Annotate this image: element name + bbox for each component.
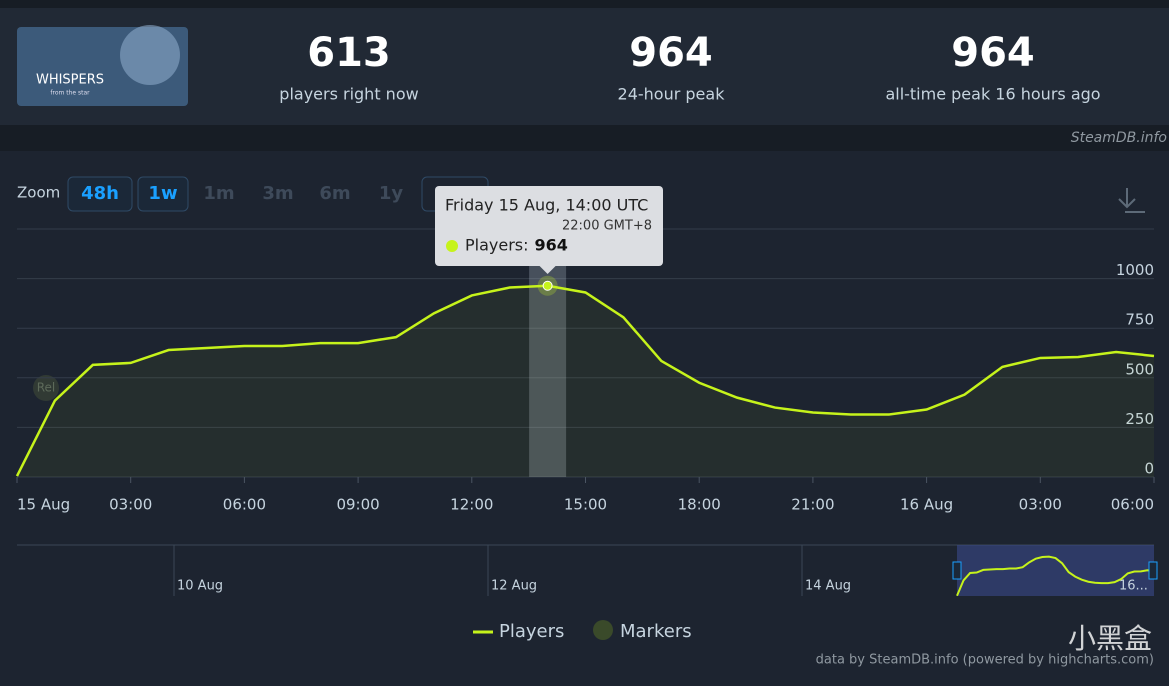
nav-line (956, 555, 1155, 597)
zoom-button[interactable]: 48h (81, 183, 119, 204)
tooltip-box (435, 186, 663, 266)
thumb-art (120, 25, 180, 85)
tooltip-dot (446, 240, 458, 252)
stat-value: 964 (951, 30, 1035, 76)
stat-label: 24-hour peak (618, 85, 726, 104)
zoom-button-bg[interactable] (137, 176, 189, 212)
zoom-button[interactable]: 1m (203, 183, 234, 204)
hover-point (542, 280, 553, 291)
zoom-button[interactable]: 1y (379, 183, 404, 204)
stat-label: players right now (279, 85, 418, 104)
nav-window (957, 545, 1154, 596)
nav-label: 12 Aug (491, 579, 537, 594)
stats-panel (0, 8, 1169, 125)
nav-handle[interactable] (1148, 561, 1158, 580)
zoom-button[interactable]: 3m (262, 183, 293, 204)
game-subtitle: from the star (50, 90, 90, 97)
x-tick-label: 16 Aug (900, 496, 953, 514)
x-tick-label: 03:00 (109, 496, 152, 514)
nav-label: 14 Aug (805, 579, 851, 594)
navigator: 10 Aug 12 Aug 14 Aug 16... (17, 544, 1158, 597)
stat-value: 964 (629, 30, 713, 76)
x-tick-label: 09:00 (336, 496, 379, 514)
y-tick-label: 1000 (1116, 261, 1154, 279)
area (17, 285, 1154, 477)
x-tick-label: 06:00 (1111, 496, 1154, 514)
tooltip-subtitle: 22:00 GMT+8 (562, 219, 652, 234)
marker-badge: Rel (37, 381, 56, 395)
legend: Players Markers (473, 620, 692, 642)
x-tick-label: 15:00 (564, 496, 607, 514)
stat-label: all-time peak 16 hours ago (885, 85, 1100, 104)
tooltip-value: 964 (535, 236, 568, 255)
y-tick-label: 250 (1125, 410, 1154, 428)
x-tick-label: 12:00 (450, 496, 493, 514)
game-title: WHISPERS (36, 73, 104, 88)
credits[interactable]: data by SteamDB.info (powered by highcha… (816, 653, 1154, 668)
stat-value: 613 (307, 30, 391, 76)
zoom-button[interactable]: 6m (319, 183, 350, 204)
nav-label: 16... (1119, 579, 1148, 594)
x-tick-label: 15 Aug (17, 496, 70, 514)
download-icon[interactable] (1118, 188, 1145, 213)
watermark: 小黑盒 (1068, 622, 1152, 655)
y-tick-label: 750 (1125, 311, 1154, 329)
x-tick-label: 18:00 (678, 496, 721, 514)
nav-label: 10 Aug (177, 579, 223, 594)
tooltip-arrow (539, 266, 556, 274)
y-tick-label: 0 (1144, 460, 1154, 478)
nav-handle[interactable] (952, 561, 962, 580)
tooltip-label: Players: (465, 236, 529, 255)
legend-label[interactable]: Markers (620, 621, 692, 642)
x-tick-label: 06:00 (223, 496, 266, 514)
plot: Rel 0 250 500 750 1000 15 Aug 03:00 06:00 09:00 12… (15, 186, 1155, 514)
tooltip-title: Friday 15 Aug, 14:00 UTC (445, 196, 648, 215)
marker-badge-bg (33, 375, 59, 401)
zoom-button-bg[interactable] (67, 176, 133, 212)
legend-swatch (593, 620, 613, 640)
x-tick-label: 21:00 (791, 496, 834, 514)
zoom-button[interactable]: 1w (148, 183, 177, 204)
y-tick-label: 500 (1125, 360, 1154, 378)
zoom-label: Zoom (17, 184, 60, 202)
x-tick-label: 03:00 (1019, 496, 1062, 514)
legend-label[interactable]: Players (499, 621, 564, 642)
source: SteamDB.info (1071, 130, 1167, 146)
stats: 613 players right now 964 24-hour peak 964 al… (279, 30, 1100, 104)
line (15, 284, 1155, 477)
